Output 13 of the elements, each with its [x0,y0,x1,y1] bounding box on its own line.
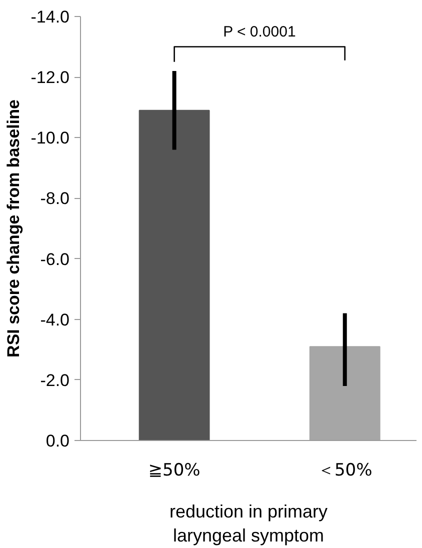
y-tick-label: -10.0 [30,128,70,148]
y-tick-label: -14.0 [30,8,70,26]
annotation: P < 0.0001 [223,24,296,41]
y-tick-label: -6.0 [40,250,70,269]
y-tick-label: -2.0 [40,370,70,390]
y-tick-label: -4.0 [40,310,70,330]
y-tick-label: -12.0 [30,68,70,88]
y-tick-label: 0.0 [46,432,70,450]
x-tick-label: ＜50% [317,460,372,480]
x-axis-title: reduction in primary laryngeal symptom [169,502,328,546]
x-tick-label: ≧50% [148,460,200,480]
y-tick-label: -8.0 [40,189,70,208]
y-axis-title: RSI score change from baseline [4,100,23,358]
